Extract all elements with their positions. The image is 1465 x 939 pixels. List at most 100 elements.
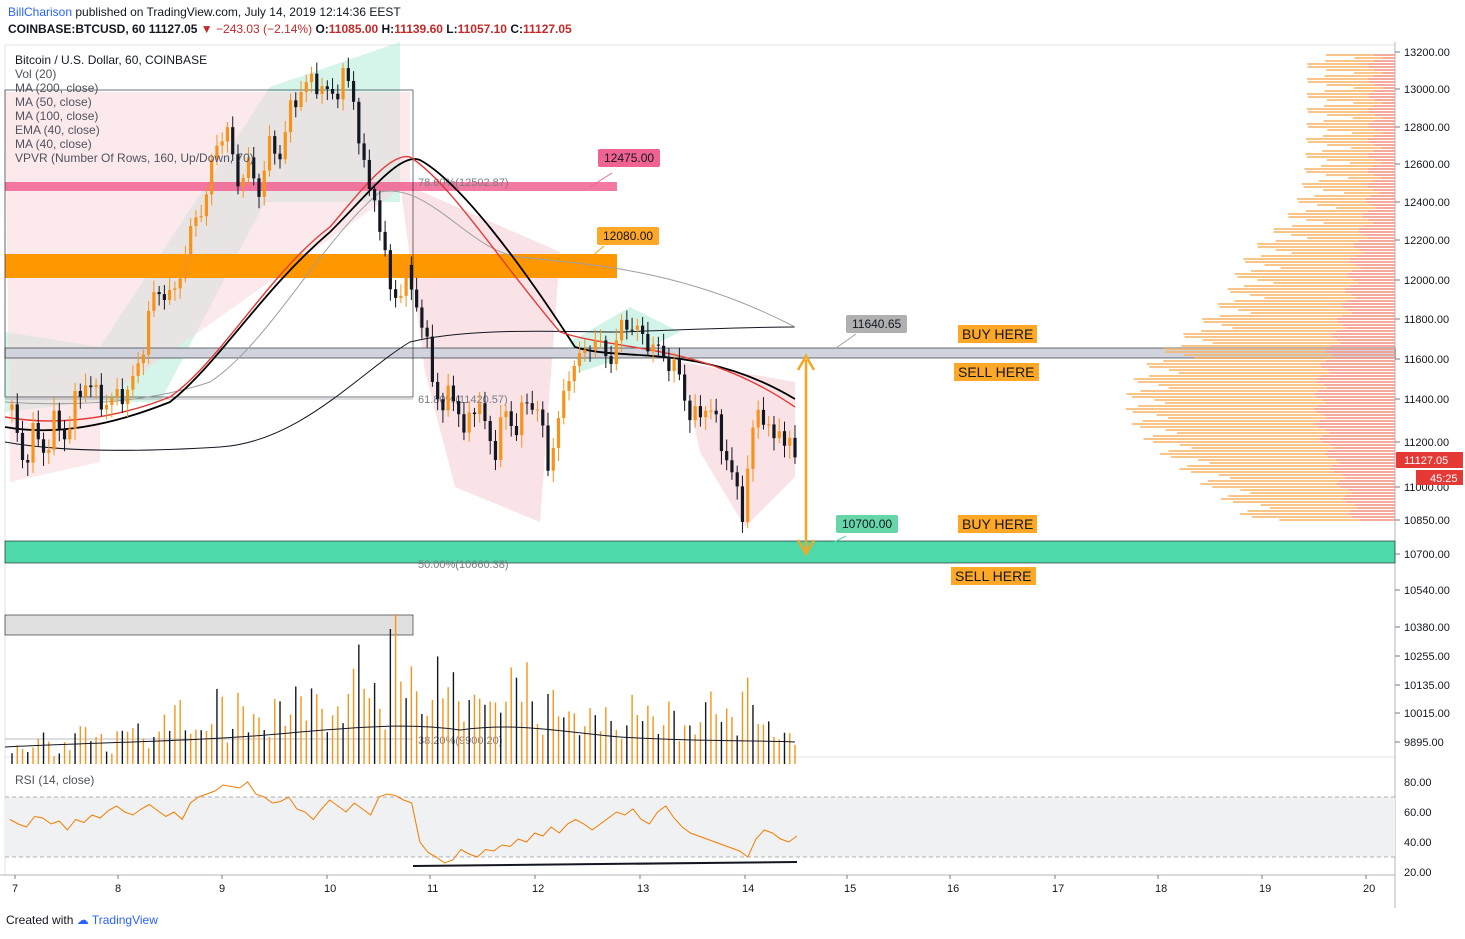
vpvr-row — [1343, 192, 1395, 194]
vpvr-row-down — [1327, 456, 1395, 458]
vpvr-row — [1219, 315, 1395, 317]
level-label-12475[interactable]: 12475.00 — [598, 149, 661, 167]
vpvr-row — [1273, 228, 1395, 230]
vpvr-row — [1230, 291, 1395, 293]
vpvr-row — [1306, 171, 1395, 173]
price-chart[interactable]: 78.60%(12502.87) 61.80%(11420.57) 50.00%… — [0, 42, 1465, 908]
vpvr-row-down — [1337, 318, 1395, 320]
vpvr-row-down — [1368, 108, 1395, 110]
resistance-zone-12080[interactable] — [5, 254, 617, 278]
vpvr-row-down — [1346, 300, 1395, 302]
footer-prefix: Created with — [6, 913, 74, 927]
callout-connector-12475 — [589, 172, 613, 188]
candle-body — [530, 403, 534, 410]
candle-body — [325, 86, 329, 89]
open-label: O: — [315, 22, 329, 36]
vpvr-row-down — [1324, 384, 1395, 386]
candle-body — [788, 437, 792, 446]
candle-body — [73, 390, 77, 429]
vpvr-row-down — [1318, 426, 1395, 428]
author-link[interactable]: BillCharison — [8, 5, 73, 19]
legend-ma200[interactable]: MA (200, close) — [15, 81, 99, 95]
vpvr-row — [1257, 246, 1395, 248]
high-label: H: — [381, 22, 395, 36]
vpvr-row — [1307, 156, 1395, 158]
candle-body — [672, 359, 676, 371]
candle-body — [446, 385, 450, 411]
vpvr-row — [1133, 378, 1395, 380]
time-tick-label: 15 — [844, 883, 856, 895]
candle-body — [115, 389, 119, 398]
vpvr-row — [1143, 438, 1395, 440]
resistance-zone-12475[interactable] — [5, 182, 617, 191]
vpvr-row-down — [1342, 306, 1395, 308]
vpvr-row — [1280, 267, 1395, 269]
vpvr-row — [1238, 309, 1395, 311]
level-label-10700[interactable]: 10700.00 — [836, 515, 899, 533]
candle-body — [104, 404, 109, 410]
arrow-up-head-icon — [796, 353, 816, 371]
vpvr-row — [1297, 198, 1395, 200]
vpvr-row — [1159, 453, 1395, 455]
candle-body — [541, 409, 545, 426]
legend-ma100[interactable]: MA (100, close) — [15, 109, 99, 123]
footer-brand-link[interactable]: TradingView — [91, 913, 158, 927]
vpvr-row — [1354, 72, 1395, 74]
vpvr-row — [1304, 168, 1395, 170]
candle-body — [551, 447, 555, 471]
candle-body — [78, 390, 82, 397]
legend-ema40[interactable]: EMA (40, close) — [15, 123, 100, 137]
vpvr-row — [1191, 447, 1395, 449]
vpvr-row-down — [1370, 195, 1395, 197]
support-zone-10700[interactable] — [4, 540, 1396, 564]
candle-body — [662, 345, 666, 357]
vpvr-row — [1322, 150, 1395, 152]
vpvr-row-down — [1368, 111, 1395, 113]
candle-body — [215, 145, 219, 160]
candle-body — [751, 427, 755, 469]
legend-vol[interactable]: Vol (20) — [15, 67, 57, 81]
candle-body — [57, 410, 61, 430]
vpvr-row — [1306, 138, 1395, 140]
price-tick-label: 11200.00 — [1404, 437, 1449, 449]
vpvr-row — [1301, 183, 1395, 185]
last-price-badge — [1396, 452, 1463, 468]
candle-body — [204, 194, 209, 217]
vpvr-row — [1324, 75, 1395, 77]
price-tick-label: 10700.00 — [1404, 549, 1450, 561]
vpvr-row-down — [1342, 324, 1395, 326]
candle-body — [273, 136, 277, 154]
legend-ma50[interactable]: MA (50, close) — [15, 95, 92, 109]
vpvr-row — [1306, 219, 1395, 221]
legend-ma40[interactable]: MA (40, close) — [15, 137, 92, 151]
legend-vpvr[interactable]: VPVR (Number Of Rows, 160, Up/Down, 70) — [15, 151, 254, 165]
vpvr-row — [1306, 93, 1395, 95]
vpvr-row-down — [1331, 333, 1395, 335]
vpvr-row — [1132, 411, 1395, 413]
vpvr-row — [1318, 180, 1395, 182]
vpvr-row-down — [1373, 150, 1395, 152]
candle-body — [430, 336, 435, 382]
level-label-11640[interactable]: 11640.65 — [846, 315, 908, 333]
candle-body — [535, 409, 540, 411]
rsi-line — [9, 781, 798, 864]
vpvr-row — [1307, 111, 1395, 113]
vpvr-row-down — [1381, 147, 1395, 149]
candle-body — [399, 295, 403, 298]
vpvr-row-down — [1382, 87, 1395, 89]
candle-body — [94, 384, 98, 388]
published-text: published on TradingView.com, July 14, 2… — [75, 5, 401, 19]
candle-body — [126, 389, 130, 405]
candle-body — [15, 404, 19, 433]
time-tick-label: 10 — [324, 883, 336, 895]
level-label-12080[interactable]: 12080.00 — [597, 227, 660, 245]
candle-body — [625, 319, 629, 330]
vpvr-row — [1154, 399, 1395, 401]
vpvr-row — [1324, 105, 1395, 107]
rsi-legend[interactable]: RSI (14, close) — [15, 773, 95, 787]
vpvr-row-down — [1362, 213, 1395, 215]
time-tick-label: 20 — [1363, 883, 1375, 895]
vpvr-row-down — [1382, 132, 1395, 134]
vpvr-row-down — [1368, 219, 1395, 221]
vpvr-row-down — [1373, 90, 1395, 92]
